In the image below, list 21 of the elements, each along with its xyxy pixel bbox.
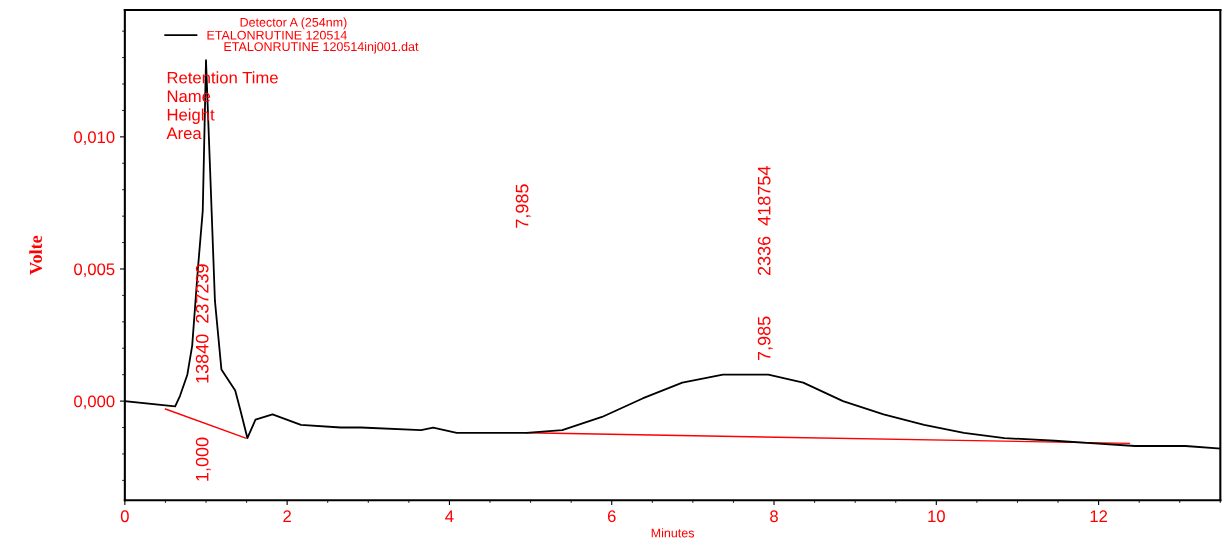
y-axis-title: Volte [29, 235, 43, 275]
legend-label: ETALONRUTINE 120514 [207, 30, 347, 40]
x-axis-title: Minutes [651, 528, 695, 538]
annotation: 7,985 [515, 184, 531, 228]
legend-title: Detector A (254nm) [240, 17, 347, 30]
y-tick-label: 0,010 [74, 131, 115, 146]
x-tick-label: 6 [607, 510, 616, 523]
annotation: Area [166, 127, 202, 140]
x-tick-label: 12 [1090, 510, 1108, 522]
x-tick-label: 0 [120, 510, 129, 523]
x-tick-label: 8 [770, 510, 778, 523]
annotation: 7,985 [757, 316, 773, 361]
annotation: 2336 418754 [757, 166, 771, 276]
x-tick-label: 10 [928, 510, 945, 523]
annotation: 13840 237239 [195, 264, 209, 383]
y-tick-label: 0,000 [74, 395, 115, 410]
annotation: 1,000 [195, 437, 211, 481]
y-tick-label: 0,005 [74, 263, 115, 278]
x-tick-label: 4 [445, 510, 454, 522]
x-tick-label: 2 [283, 510, 291, 522]
annotation: ETALONRUTINE 120514inj001.dat [224, 41, 419, 54]
